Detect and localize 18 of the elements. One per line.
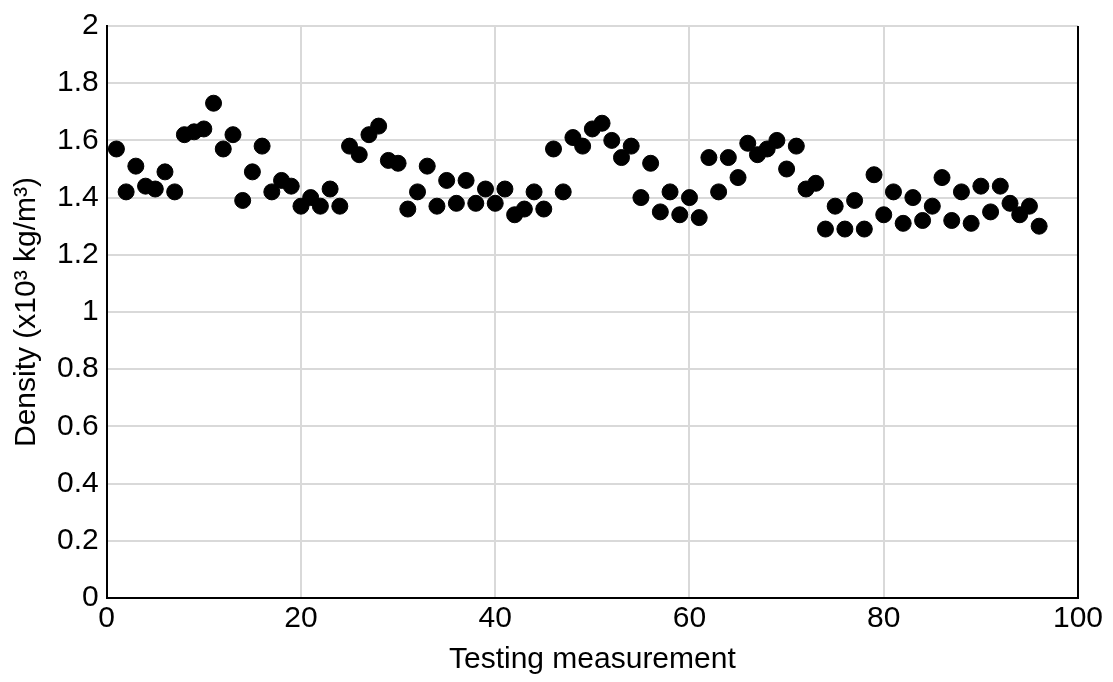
x-axis-title: Testing measurement (448, 641, 737, 675)
y-axis-title: Density (x10³ kg/m³) (8, 176, 42, 448)
y-tick-label: 0 (82, 579, 99, 613)
y-tick-label: 2 (82, 7, 99, 41)
y-tick-label: 1.6 (56, 121, 99, 155)
x-tick-label: 40 (478, 600, 512, 634)
y-tick-label: 0.2 (56, 522, 99, 556)
y-tick-label: 0.6 (56, 407, 99, 441)
y-tick-label: 1.4 (56, 178, 99, 212)
y-tick-label: 1 (82, 293, 99, 327)
x-tick-label: 20 (284, 600, 318, 634)
x-tick-label: 80 (867, 600, 901, 634)
y-tick-label: 1.8 (56, 64, 99, 98)
y-tick-label: 1.2 (56, 236, 99, 270)
x-tick-label: 100 (1052, 600, 1104, 634)
y-tick-label: 0.4 (56, 464, 99, 498)
x-tick-label: 60 (672, 600, 707, 634)
y-tick-label: 0.8 (56, 350, 99, 384)
